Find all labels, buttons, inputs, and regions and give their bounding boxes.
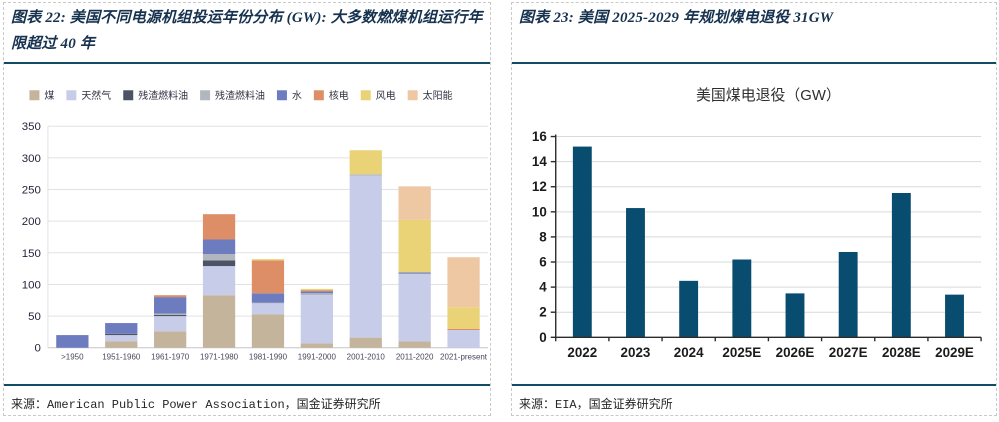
- svg-text:太阳能: 太阳能: [423, 89, 453, 102]
- svg-text:16: 16: [532, 129, 547, 144]
- svg-text:2027E: 2027E: [829, 345, 868, 360]
- svg-text:2001-2010: 2001-2010: [347, 353, 386, 362]
- y-axis-labels: 0 2 4 6 8 10 12 14 16: [532, 129, 547, 345]
- legend-item-6: 风电: [360, 89, 396, 102]
- bar->1950: [56, 335, 89, 348]
- bar-2021-present: [447, 257, 480, 348]
- svg-text:风电: 风电: [376, 89, 396, 102]
- bar-2023: [626, 208, 645, 338]
- svg-text:4: 4: [539, 280, 547, 295]
- figure-22-panel: 图表 22: 美国不同电源机组投运年份分布 (GW): 大多数燃煤机组运行年限超…: [3, 2, 491, 416]
- legend-item-3: 残渣燃料油: [200, 89, 265, 102]
- y-gridlines: [555, 136, 982, 313]
- svg-text:1991-2000: 1991-2000: [298, 353, 337, 362]
- svg-text:2011-2020: 2011-2020: [396, 353, 434, 362]
- bar-2025E: [732, 259, 752, 338]
- svg-text:6: 6: [539, 254, 546, 269]
- figure-23-svg: 美国煤电退役（GW） 0 2 4 6 8 10 12 14 16 2022 2023 2024 2025E…: [532, 87, 982, 360]
- figure-22-source: 来源：American Public Power Association，国金证…: [11, 398, 381, 412]
- svg-text:350: 350: [22, 121, 41, 133]
- svg-text:200: 200: [22, 216, 41, 228]
- figure-23-bar-chart: 美国煤电退役（GW） 0 2 4 6 8 10 12 14 16 2022 2023 2024 2025E…: [512, 66, 996, 382]
- legend-item-1: 天然气: [66, 89, 111, 102]
- figure-23-top-rule: [512, 62, 996, 64]
- svg-text:水: 水: [292, 90, 302, 102]
- legend-item-0: 煤: [29, 89, 54, 102]
- bars: [572, 146, 964, 338]
- svg-text:8: 8: [539, 229, 547, 244]
- svg-text:250: 250: [22, 184, 41, 196]
- svg-text:2028E: 2028E: [882, 345, 921, 360]
- svg-text:100: 100: [22, 279, 41, 291]
- chart-title: 美国煤电退役（GW）: [696, 87, 841, 104]
- svg-text:核电: 核电: [329, 89, 349, 102]
- svg-text:300: 300: [22, 153, 41, 165]
- svg-text:2026E: 2026E: [776, 345, 815, 360]
- y-axis-labels: 0 50 100 150 200 250 300 350: [22, 121, 41, 355]
- figure-23-bottom-rule: [512, 384, 996, 386]
- svg-text:2021-present: 2021-present: [440, 353, 488, 362]
- svg-text:10: 10: [532, 204, 547, 219]
- svg-text:2022: 2022: [567, 345, 597, 360]
- svg-text:0: 0: [539, 330, 546, 345]
- bar-2001-2010: [349, 150, 382, 348]
- legend-item-2: 残渣燃料油: [123, 89, 188, 102]
- x-axis-labels: 2022 2023 2024 2025E 2026E 2027E 2028E 2029E: [567, 345, 974, 360]
- bar-2027E: [838, 251, 858, 338]
- legend: 煤 天然气 残渣燃料油 残渣燃料油 水 核电 风电 太阳能: [29, 89, 453, 102]
- bar-1981-1990: [251, 259, 285, 348]
- svg-text:150: 150: [22, 248, 41, 260]
- bar-2022: [572, 146, 592, 338]
- legend-item-4: 水: [276, 90, 302, 102]
- svg-text:12: 12: [532, 179, 547, 194]
- svg-text:1971-1980: 1971-1980: [200, 353, 239, 362]
- svg-text:14: 14: [532, 154, 547, 169]
- svg-text:0: 0: [35, 343, 41, 355]
- figure-22-svg: 煤 天然气 残渣燃料油 残渣燃料油 水 核电 风电 太阳能 0 50 100 150 200 250 300…: [22, 89, 489, 362]
- svg-text:煤: 煤: [44, 89, 54, 102]
- bar-2011-2020: [398, 186, 431, 348]
- stacked-bars: [56, 150, 480, 348]
- svg-text:2029E: 2029E: [935, 345, 974, 360]
- svg-text:1951-1960: 1951-1960: [102, 353, 141, 362]
- axes: [550, 134, 982, 342]
- bar-1951-1960: [105, 323, 138, 348]
- figure-23-title: 图表 23: 美国 2025-2029 年规划煤电退役 31GW: [519, 10, 834, 26]
- svg-text:2025E: 2025E: [722, 345, 761, 360]
- svg-text:天然气: 天然气: [81, 89, 111, 102]
- svg-text:>1950: >1950: [61, 353, 84, 362]
- figure-23-panel: 图表 23: 美国 2025-2029 年规划煤电退役 31GW 美国煤电退役（…: [511, 2, 997, 416]
- bar-2029E: [945, 294, 964, 338]
- svg-text:残渣燃料油: 残渣燃料油: [138, 89, 188, 102]
- svg-text:2024: 2024: [674, 345, 704, 360]
- figure-23-source: 来源：EIA，国金证券研究所: [519, 398, 673, 412]
- svg-text:1981-1990: 1981-1990: [249, 353, 288, 362]
- x-axis-labels: >1950 1951-1960 1961-1970 1971-1980 1981-199…: [61, 353, 488, 362]
- svg-text:2: 2: [539, 305, 546, 320]
- svg-text:50: 50: [28, 311, 41, 323]
- legend-item-5: 核电: [313, 89, 349, 102]
- bar-2024: [679, 280, 699, 338]
- figure-22-bottom-rule: [4, 384, 490, 386]
- bar-2026E: [785, 293, 805, 338]
- bar-1961-1970: [154, 295, 187, 348]
- svg-text:残渣燃料油: 残渣燃料油: [215, 89, 265, 102]
- legend-item-7: 太阳能: [407, 89, 453, 102]
- svg-text:2023: 2023: [621, 345, 651, 360]
- bar-2028E: [891, 193, 911, 338]
- bar-1991-2000: [300, 288, 333, 348]
- figure-22-stacked-bar-chart: 煤 天然气 残渣燃料油 残渣燃料油 水 核电 风电 太阳能 0 50 100 150 200 250 300…: [4, 66, 490, 382]
- figure-22-top-rule: [4, 62, 490, 64]
- figure-22-title: 图表 22: 美国不同电源机组投运年份分布 (GW): 大多数燃煤机组运行年限超…: [11, 10, 483, 52]
- svg-text:1961-1970: 1961-1970: [151, 353, 190, 362]
- bar-1971-1980: [202, 214, 236, 348]
